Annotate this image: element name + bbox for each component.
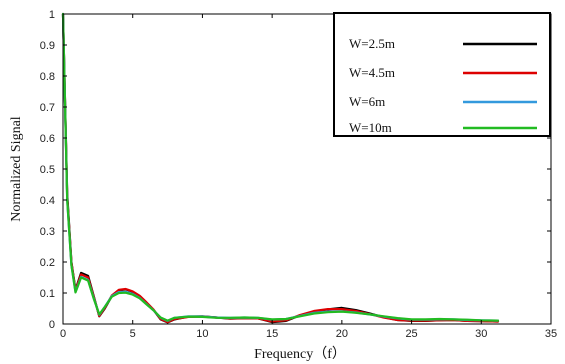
legend-entry-label: W=2.5m [349, 36, 395, 51]
y-axis-label: Normalized Signal [9, 116, 24, 221]
y-tick-label: 0 [49, 319, 55, 331]
y-tick-label: 0.8 [40, 71, 55, 83]
x-tick-label: 15 [266, 328, 278, 340]
y-tick-label: 0.4 [40, 195, 55, 207]
y-tick-label: 0.5 [40, 164, 55, 176]
x-tick-label: 0 [60, 328, 66, 340]
x-tick-label: 5 [130, 328, 136, 340]
legend-box [333, 12, 551, 137]
y-tick-label: 0.7 [40, 102, 55, 114]
y-tick-label: 1 [49, 9, 55, 21]
y-tick-label: 0.3 [40, 226, 55, 238]
x-tick-label: 20 [336, 328, 348, 340]
legend: W=2.5m W=4.5m W=6m W=10m [333, 12, 551, 137]
x-tick-label: 10 [196, 328, 208, 340]
x-tick-label: 35 [545, 328, 557, 340]
y-tick-label: 0.1 [40, 288, 55, 300]
x-axis-label: Frequency（f） [254, 346, 346, 362]
legend-entry-label: W=10m [349, 120, 392, 135]
x-tick-label: 25 [405, 328, 417, 340]
y-tick-label: 0.9 [40, 40, 55, 52]
legend-entry-label: W=6m [349, 94, 385, 109]
x-tick-label: 30 [475, 328, 487, 340]
y-tick-label: 0.2 [40, 257, 55, 269]
y-tick-label: 0.6 [40, 133, 55, 145]
legend-entry-label: W=4.5m [349, 65, 395, 80]
series-line-w-10m [61, 12, 500, 322]
series-lines [61, 12, 500, 324]
